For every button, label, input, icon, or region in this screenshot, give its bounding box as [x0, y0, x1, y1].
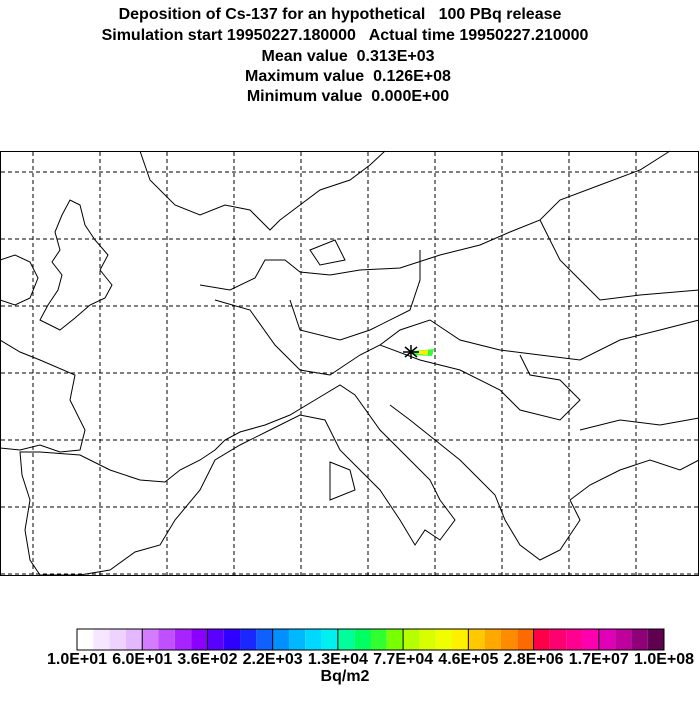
colorbar-cell — [598, 629, 616, 650]
colorbar-cell — [452, 629, 469, 650]
colorbar-cell — [305, 629, 322, 650]
colorbar-cell — [223, 629, 241, 650]
info-line: Mean value 0.313E+03 — [262, 48, 435, 65]
colorbar-cell — [158, 629, 175, 650]
colorbar-cell — [142, 629, 159, 650]
colorbar-cell — [500, 629, 518, 650]
coastline — [199, 150, 671, 291]
colorbar-label: 3.6E+02 — [177, 651, 237, 668]
colorbar-cell — [615, 629, 632, 650]
colorbar-cell — [321, 629, 338, 650]
coastline — [39, 199, 113, 331]
border — [214, 299, 700, 376]
coastline — [139, 150, 386, 231]
coastline — [329, 461, 356, 501]
colorbar-label: 1.0E+08 — [634, 651, 694, 668]
release-marker — [403, 345, 419, 359]
info-line: Maximum value 0.126E+08 — [245, 68, 451, 85]
colorbar-cell — [191, 629, 208, 650]
colorbar-cell — [386, 629, 404, 650]
colorbar-cell — [647, 629, 664, 650]
coastline — [309, 239, 346, 266]
coastline — [0, 254, 39, 306]
border — [379, 344, 581, 421]
colorbar-cell — [435, 629, 453, 650]
colorbar-label: 6.0E+01 — [112, 651, 172, 668]
map — [0, 150, 700, 576]
colorbar-cell — [77, 629, 94, 650]
coastline — [579, 417, 700, 431]
plume — [418, 350, 428, 355]
colorbar-cell — [549, 629, 567, 650]
coastlines — [0, 150, 700, 576]
colorbar-cell — [256, 629, 273, 650]
colorbar-label: 1.3E+04 — [308, 651, 368, 668]
colorbar-cell — [125, 629, 143, 650]
colorbar-cell — [109, 629, 126, 650]
colorbar: 1.0E+01 6.0E+01 3.6E+02 2.2E+03 1.3E+04 7.7E+… — [47, 628, 694, 668]
colorbar-cell — [484, 629, 501, 650]
colorbar-cell — [582, 629, 599, 650]
colorbar-cell — [354, 629, 371, 650]
colorbar-cell — [533, 629, 550, 650]
header: Deposition of Cs-137 for an hypothetical… — [102, 6, 589, 105]
colorbar-cell — [288, 629, 306, 650]
colorbar-label: 7.7E+04 — [373, 651, 433, 668]
colorbar-cell — [370, 629, 387, 650]
colorbar-cell — [174, 629, 192, 650]
colorbar-cell — [272, 629, 289, 650]
colorbar-cell — [403, 629, 420, 650]
colorbar-frame — [76, 628, 665, 651]
colorbar-cell — [566, 629, 583, 650]
coastline — [0, 339, 86, 453]
colorbar-label: 2.2E+03 — [243, 651, 303, 668]
coastline — [19, 384, 456, 576]
border — [289, 250, 421, 341]
colorbar-label: 2.8E+06 — [504, 651, 564, 668]
colorbar-cell — [207, 629, 224, 650]
info-line: Minimum value 0.000E+00 — [247, 88, 449, 105]
colorbar-label: 4.6E+05 — [438, 651, 498, 668]
colorbar-label: 1.0E+01 — [47, 651, 107, 668]
colorbar-cell — [337, 629, 355, 650]
colorbar-label: 1.7E+07 — [569, 651, 629, 668]
coastline — [389, 404, 700, 561]
graticule — [1, 152, 698, 575]
colorbar-cell — [517, 629, 534, 650]
colorbar-cell — [419, 629, 436, 650]
title: Deposition of Cs-137 for an hypothetical… — [119, 6, 562, 23]
colorbar-cell — [631, 629, 648, 650]
border — [539, 219, 700, 301]
colorbar-cell — [240, 629, 257, 650]
info-line: Simulation start 19950227.180000 Actual … — [102, 27, 589, 44]
colorbar-cell — [468, 629, 485, 650]
colorbar-cell — [93, 629, 110, 650]
map-frame — [0, 151, 699, 576]
colorbar-unit: Bq/m2 — [321, 668, 370, 685]
